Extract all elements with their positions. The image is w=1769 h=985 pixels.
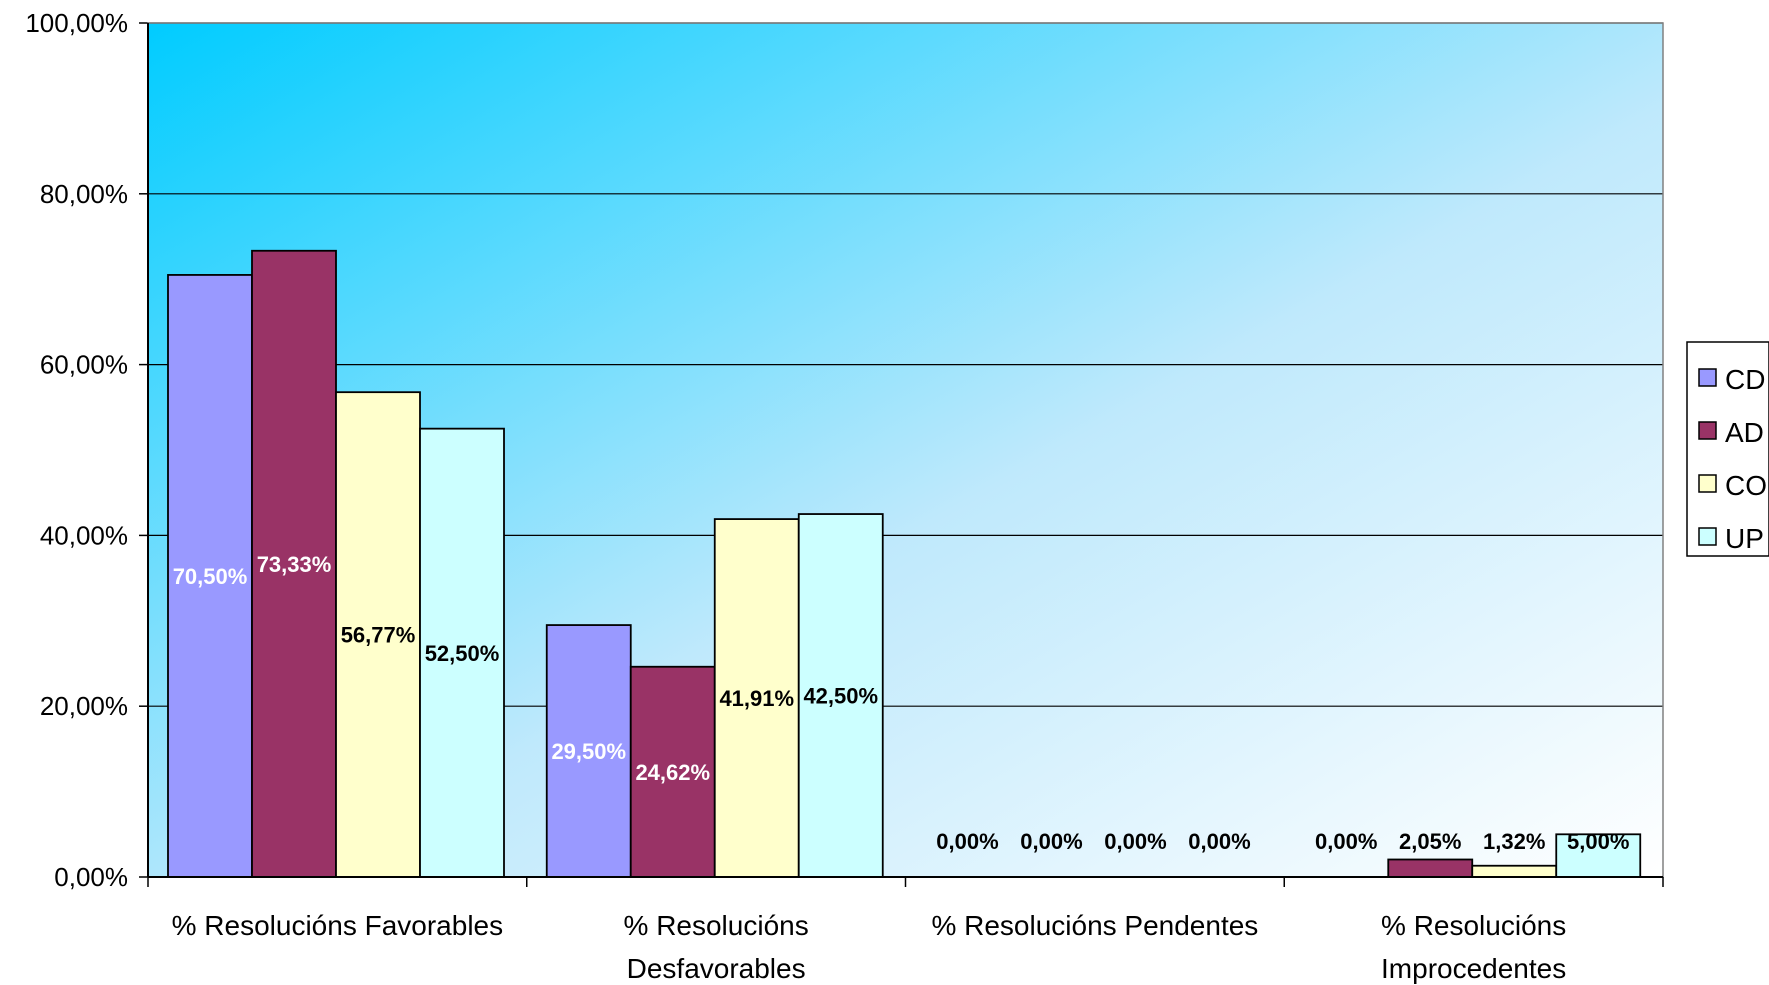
category-label: % Resolucións Favorables	[172, 910, 504, 941]
legend-label-co: CO	[1725, 470, 1767, 501]
category-label: % Resolucións	[624, 910, 809, 941]
y-tick-label: 20,00%	[40, 691, 128, 721]
legend-swatch-co	[1698, 474, 1717, 493]
data-label-ad-3: 2,05%	[1399, 829, 1461, 854]
legend-label-ad: AD	[1725, 417, 1764, 448]
data-label-co-3: 1,32%	[1483, 829, 1545, 854]
data-label-up-1: 42,50%	[803, 684, 878, 709]
data-label-ad-0: 73,33%	[257, 552, 332, 577]
bar-ad-1	[629, 665, 716, 878]
legend-swatch-up	[1698, 527, 1717, 546]
bar-cd-0	[167, 274, 253, 878]
bar-ad-3	[1387, 858, 1474, 878]
data-label-up-2: 0,00%	[1188, 829, 1250, 854]
bar-co-1	[713, 518, 800, 878]
data-label-cd-2: 0,00%	[936, 829, 998, 854]
bar-ad-0	[251, 249, 337, 878]
legend-label-up: UP	[1725, 523, 1764, 554]
y-tick-label: 40,00%	[40, 520, 128, 550]
data-label-up-0: 52,50%	[425, 641, 500, 666]
category-label: % Resolucións Pendentes	[931, 910, 1258, 941]
category-label: Desfavorables	[627, 953, 806, 984]
data-label-ad-1: 24,62%	[635, 760, 710, 785]
y-tick-label: 80,00%	[40, 179, 128, 209]
y-tick-label: 100,00%	[25, 8, 128, 38]
data-label-co-1: 41,91%	[719, 686, 794, 711]
bar-up-0	[419, 427, 505, 878]
data-label-co-0: 56,77%	[341, 623, 416, 648]
data-label-cd-3: 0,00%	[1315, 829, 1377, 854]
bar-co-3	[1471, 864, 1558, 878]
legend-label-cd: CD	[1725, 364, 1765, 395]
data-label-cd-1: 29,50%	[551, 739, 626, 764]
data-label-co-2: 0,00%	[1104, 829, 1166, 854]
category-label: Improcedentes	[1381, 953, 1566, 984]
category-label: % Resolucións	[1381, 910, 1566, 941]
y-tick-label: 0,00%	[54, 862, 128, 892]
bar-up-1	[797, 513, 884, 878]
legend-swatch-ad	[1698, 421, 1717, 440]
legend-swatch-cd	[1698, 368, 1717, 387]
data-label-up-3: 5,00%	[1567, 829, 1629, 854]
data-label-cd-0: 70,50%	[173, 564, 248, 589]
data-label-ad-2: 0,00%	[1020, 829, 1082, 854]
y-tick-label: 60,00%	[40, 350, 128, 380]
